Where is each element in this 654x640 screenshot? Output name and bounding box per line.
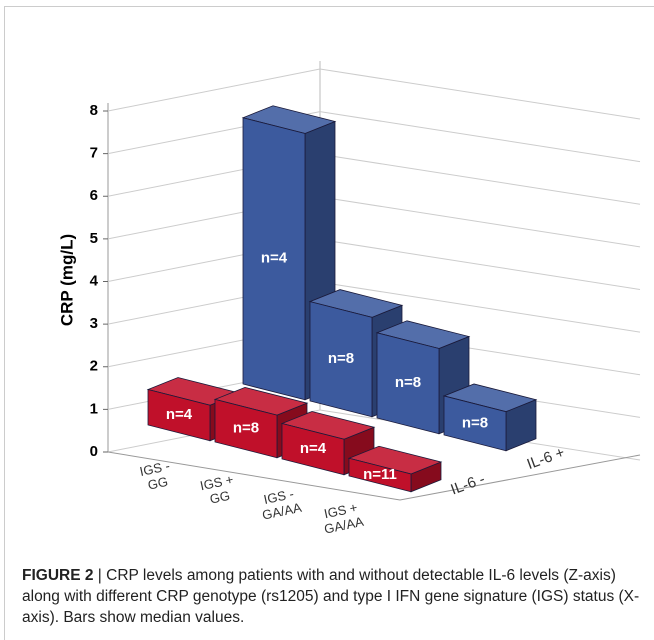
grid-line [319,281,641,333]
bar-front [376,332,440,435]
x-tick-label-line: GG [208,488,231,507]
caption: FIGURE 2 | CRP levels among patients wit… [22,565,642,628]
bar-front [242,117,306,401]
x-tick-label-line: IGS + [199,472,235,494]
bar: n=8 [442,383,538,452]
grid-line [319,196,641,248]
y-tick-label: 8 [90,102,98,119]
grid-line [319,153,641,205]
bar: n=8 [375,320,471,435]
data-label: n=8 [328,350,354,367]
x-tick-label: IGS +GG [199,472,238,508]
y-axis-title: CRP (mg/L) [57,234,76,326]
grid-line [319,68,641,120]
y-tick-label: 0 [90,443,98,460]
floor [107,451,641,501]
bar-front [443,395,507,452]
data-label: n=8 [462,414,488,431]
x-tick-label: IGS +GA/AA [320,499,365,537]
bar: n=4 [280,411,376,476]
x-tick-label: IGS -GA/AA [258,485,303,523]
z-tick-label: IL-6 - [448,471,487,499]
caption-label: FIGURE 2 [22,567,94,584]
caption-text: | CRP levels among patients with and wit… [22,567,640,626]
x-tick-label: IGS -GG [138,458,174,494]
data-label: n=8 [395,374,421,391]
data-label: n=11 [363,466,397,483]
y-tick-label: 2 [90,358,98,375]
x-tick-label-line: IGS - [138,458,171,479]
x-tick-label-line: IGS + [323,500,359,522]
bar-front [348,457,412,493]
z-tick-label: IL-6 + [525,444,567,473]
grid-line [319,111,641,163]
bar-front [214,398,278,459]
x-tick-label-line: GG [146,474,169,493]
x-tick-label-line: IGS - [262,486,295,507]
chart: CRP (mg/L) 0 1 2 3 4 5 6 7 8 n=4 n=8 n=8 n=8 n=4 n=8 n=… [57,61,641,537]
data-label: n=4 [166,406,193,423]
bar-front [147,388,211,442]
bar: n=11 [347,445,443,493]
y-tick-label: 6 [90,187,98,204]
data-label: n=8 [233,420,259,437]
bar-front [309,301,373,418]
data-label: n=4 [300,440,327,457]
grid-line [319,239,641,290]
bar-front [281,422,345,476]
y-tick-label: 7 [90,145,98,162]
y-tick-label: 3 [90,315,98,332]
data-label: n=4 [261,250,288,267]
y-tick-label: 5 [90,230,98,247]
y-tick-label: 1 [90,400,98,417]
figure-frame [4,6,654,640]
y-tick-label: 4 [90,272,99,289]
grid-line [107,68,321,112]
